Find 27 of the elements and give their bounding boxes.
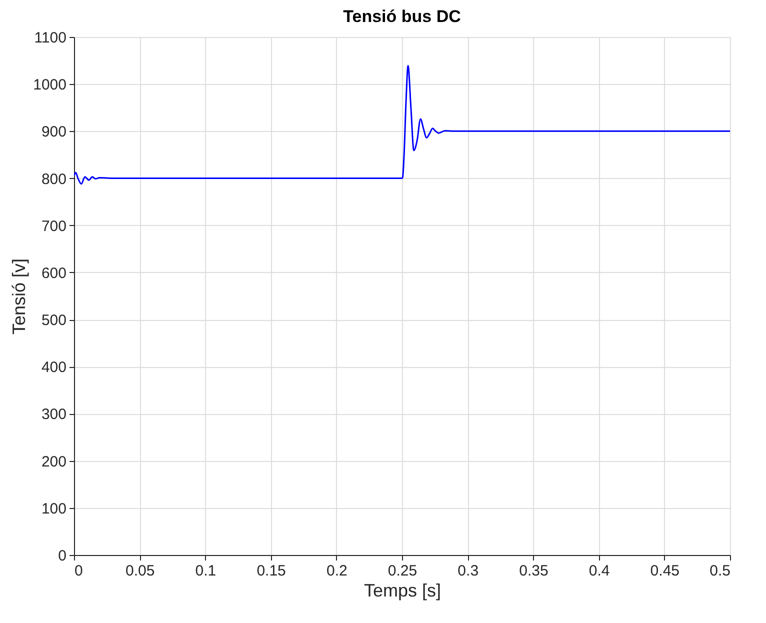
x-tick-label: 0.4 (588, 562, 610, 580)
y-tick-label: 800 (41, 170, 66, 188)
x-tick-label: 0.3 (458, 562, 479, 580)
x-tick-label: 0.35 (519, 562, 548, 580)
y-tick-label: 400 (41, 359, 66, 376)
y-tick-label: 500 (41, 312, 66, 330)
x-tick-label: 0.25 (388, 562, 418, 580)
y-tick-label: 700 (41, 218, 66, 235)
x-tick-label: 0.45 (650, 562, 680, 580)
x-tick-label: 0.1 (195, 562, 216, 580)
y-tick-label: 600 (41, 264, 66, 282)
y-tick-label: 900 (41, 124, 66, 141)
x-tick-label: 0.2 (326, 562, 348, 580)
y-tick-label: 0 (58, 548, 66, 564)
chart-title: Tensió bus DC (343, 7, 461, 26)
x-axis-title: Temps [s] (364, 580, 442, 600)
y-tick-label: 200 (41, 453, 66, 470)
y-tick-label: 100 (41, 500, 66, 518)
y-tick-label: 1000 (33, 76, 66, 94)
y-axis-title: Tensió [v] (9, 258, 30, 335)
line-series (74, 64, 730, 185)
y-tick-label: 1100 (34, 30, 66, 46)
x-tick-label: 0.15 (256, 562, 286, 580)
x-tick-label: 0 (74, 562, 83, 580)
x-tick-label: 0.5 (710, 562, 730, 580)
x-tick-label: 0.05 (126, 562, 155, 580)
y-tick-label: 300 (41, 406, 66, 424)
